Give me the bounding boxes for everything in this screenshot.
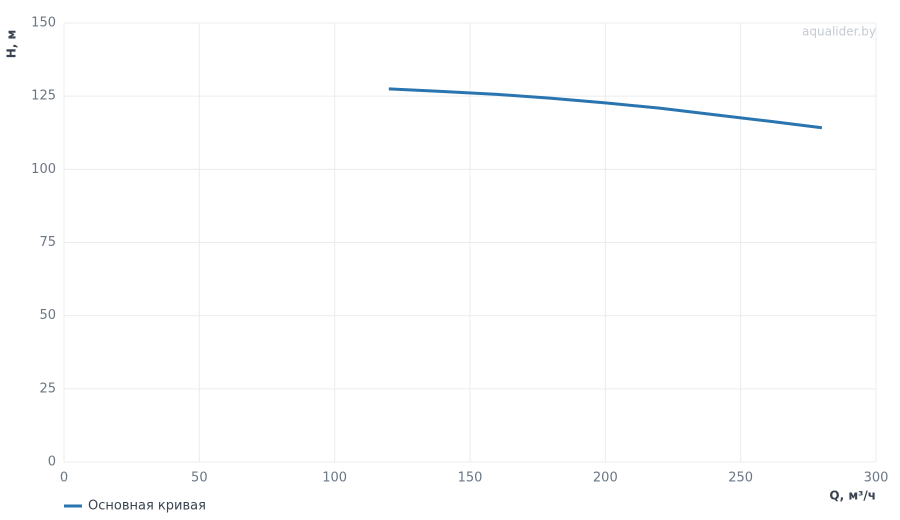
y-tick-label: 150 <box>31 16 56 31</box>
x-tick-label: 250 <box>728 471 753 486</box>
x-tick-label: 300 <box>864 471 889 486</box>
x-tick-label: 100 <box>322 471 347 486</box>
y-tick-label: 50 <box>39 308 56 323</box>
legend-label: Основная кривая <box>88 499 206 514</box>
x-tick-label: 150 <box>458 471 483 486</box>
x-tick-label: 0 <box>60 471 68 486</box>
y-tick-label: 100 <box>31 162 56 177</box>
x-axis-label: Q, м³/ч <box>829 489 876 503</box>
x-tick-label: 50 <box>191 471 208 486</box>
line-series <box>388 87 823 130</box>
y-tick-label: 25 <box>39 381 56 396</box>
y-tick-label: 0 <box>48 455 56 470</box>
y-tick-label: 75 <box>39 235 56 250</box>
watermark: aqualider.by <box>802 25 876 39</box>
x-tick-label: 200 <box>593 471 618 486</box>
y-axis-label: H, м <box>5 30 19 59</box>
y-tick-label: 125 <box>31 89 56 104</box>
